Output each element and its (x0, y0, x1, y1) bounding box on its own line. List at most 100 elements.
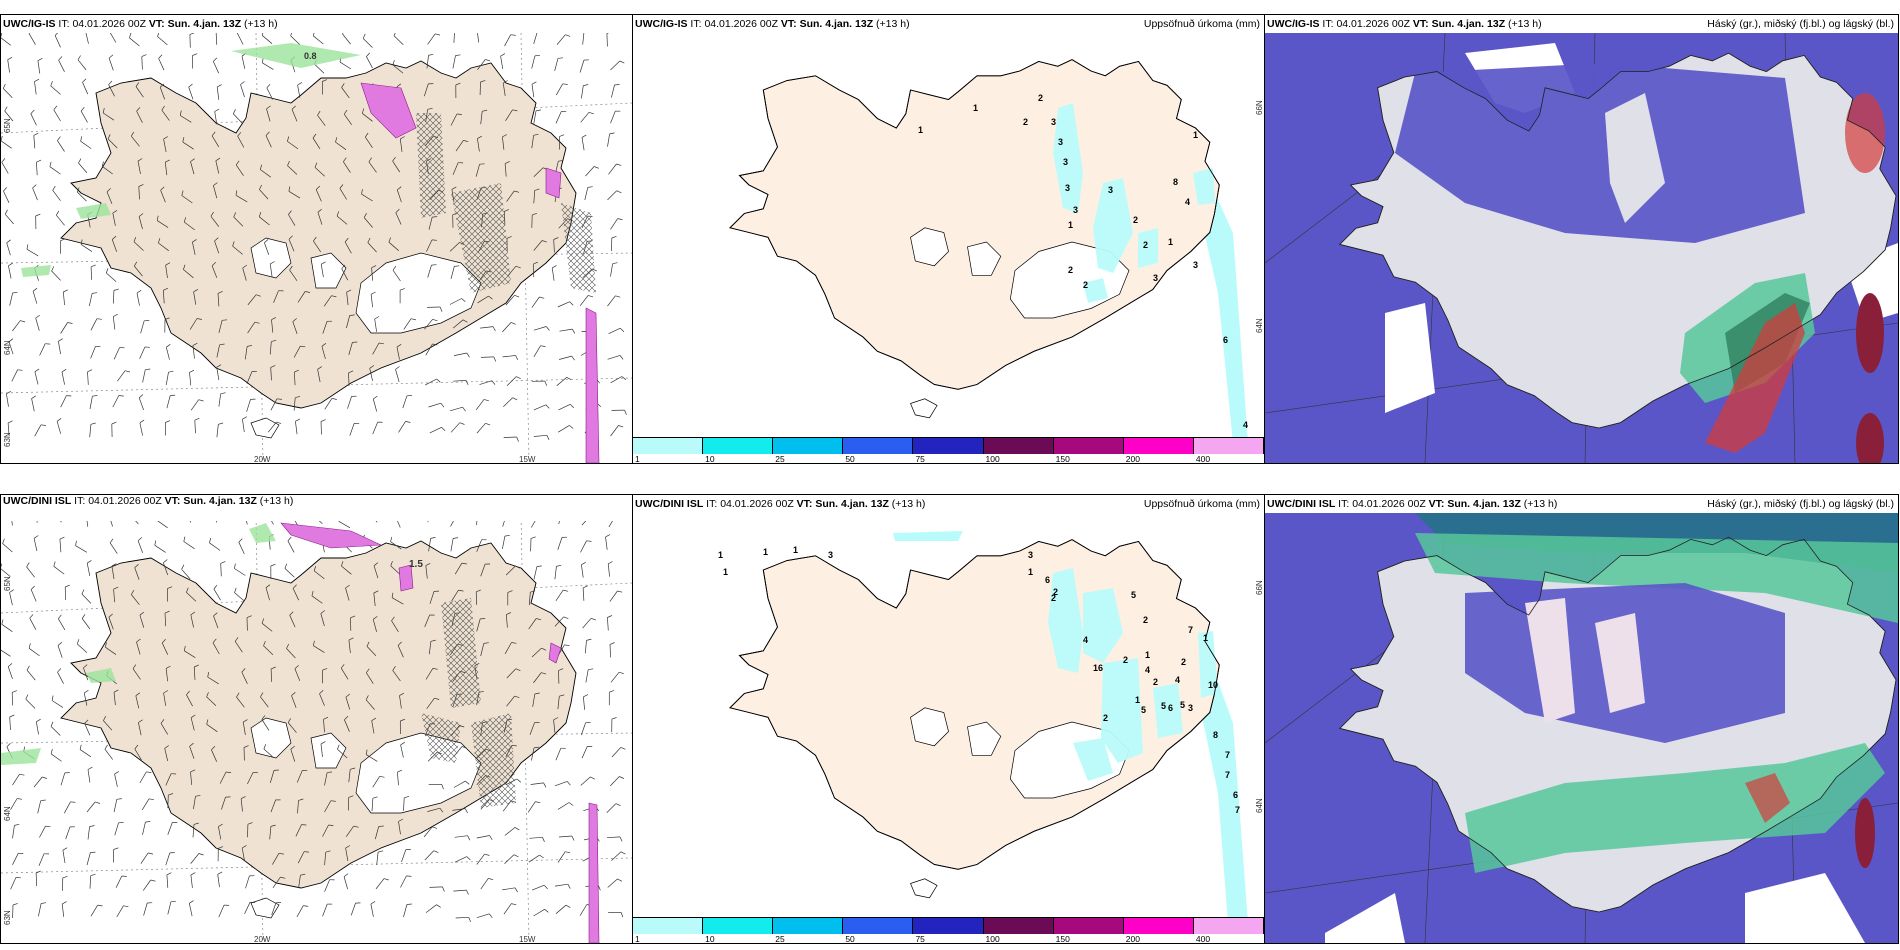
wind-barb-flag (411, 318, 417, 321)
wind-barb (324, 800, 332, 813)
wind-barb (39, 343, 46, 356)
precip-value-label: 6 (1045, 575, 1050, 585)
wind-barb (290, 749, 296, 762)
wind-barb (343, 876, 348, 890)
wind-barb (9, 716, 11, 731)
wind-barb (558, 425, 570, 433)
wind-barb (12, 320, 21, 332)
wind-barb-flag (556, 564, 562, 567)
wind-barb (263, 748, 274, 758)
wind-barb (246, 371, 253, 384)
lat-label-64n: 64N (1255, 318, 1264, 333)
wind-barb-flag (546, 326, 550, 331)
wind-barb-flag (619, 355, 624, 360)
wind-barb-flag (209, 537, 212, 543)
wind-barb (221, 796, 226, 810)
vt-label: VT: (796, 498, 813, 510)
colorbar-tick: 1 (635, 454, 640, 464)
wind-barb-flag (343, 109, 348, 115)
wind-barb-flag (346, 289, 352, 293)
wind-barb-flag (243, 745, 249, 748)
wind-barb (25, 698, 36, 709)
colorbar-tick: 10 (705, 934, 715, 944)
wind-barb (57, 618, 66, 631)
wind-barb (135, 695, 140, 709)
wind-barb-flag (619, 776, 625, 779)
wind-barb (217, 293, 220, 307)
wind-barb-flag (488, 295, 493, 300)
wind-barb-flag (259, 164, 263, 170)
precip-value-label: 1 (1145, 650, 1150, 660)
wind-barb (324, 852, 327, 866)
wind-barb-flag (365, 749, 368, 755)
wind-barb (454, 835, 468, 838)
wind-barb (610, 425, 619, 437)
wind-barb (265, 135, 272, 148)
wind-barb-flag (108, 80, 113, 85)
wind-barb-flag (111, 563, 117, 567)
wind-barb-flag (138, 719, 143, 723)
precip-area (1083, 588, 1123, 663)
wind-barb (82, 82, 89, 95)
precip-value-label: 7 (1188, 625, 1193, 635)
wind-barb-flag (461, 562, 467, 565)
wind-barb (371, 267, 373, 281)
wind-barb-flag (397, 641, 402, 646)
precip-map: 21111331622527416211244212556531087767 (718, 513, 1248, 917)
wind-barb-flag (1, 158, 6, 163)
wind-barb (238, 542, 245, 555)
wind-barb-flag (33, 132, 39, 136)
wind-barb-flag (90, 851, 96, 853)
wind-map (1, 513, 632, 943)
wind-barb-flag (235, 190, 238, 196)
wind-barb-flag (70, 801, 76, 803)
precip-value-label: 5 (1141, 705, 1146, 715)
wind-barb (81, 593, 92, 604)
wind-barb-flag (553, 717, 559, 721)
wind-barb (610, 376, 623, 384)
wind-barb-flag (350, 767, 356, 770)
wind-barb-flag (615, 803, 621, 807)
wind-barb-flag (366, 52, 370, 57)
wind-barb-flag (161, 105, 165, 111)
wind-barb (117, 370, 126, 382)
wind-barb (161, 642, 169, 655)
wind-barb-flag (107, 134, 111, 140)
wind-barb (558, 835, 572, 838)
wind-barb-flag (456, 113, 462, 115)
precip-value-label: 2 (1143, 615, 1148, 625)
wind-barb-flag (317, 110, 321, 116)
wind-barb (607, 878, 618, 888)
wind-barb-flag (441, 427, 446, 431)
wind-barb-flag (514, 190, 520, 193)
precip-area (545, 167, 562, 199)
wind-barb (287, 540, 295, 553)
wind-barb-flag (515, 355, 519, 361)
wind-barb-flag (164, 610, 170, 614)
wind-barb (475, 399, 485, 411)
wind-barb-flag (305, 291, 311, 293)
precip-area (1101, 658, 1143, 763)
wind-barb (366, 672, 374, 684)
wind-barb-flag (133, 261, 138, 267)
wind-barb-flag (135, 82, 140, 87)
it-value: 04.01.2026 00Z (1352, 498, 1426, 510)
wind-barb (428, 538, 431, 552)
wind-barb (392, 160, 400, 173)
wind-barb-flag (264, 239, 269, 243)
wind-barb-flag (553, 237, 559, 240)
wind-barb-flag (515, 668, 521, 672)
wind-barb (57, 672, 64, 684)
wind-barb (10, 798, 18, 810)
wind-barb-flag (90, 873, 96, 877)
wind-barb-flag (453, 537, 459, 539)
wind-barb-flag (213, 182, 218, 186)
wind-barb-flag (14, 823, 20, 826)
precip-value-label: 10 (1208, 680, 1218, 690)
wind-barb-flag (620, 747, 626, 750)
wind-barb (189, 372, 192, 386)
cloud-map (1265, 33, 1898, 463)
precip-area (1153, 683, 1183, 738)
wind-barb-flag (31, 395, 36, 399)
